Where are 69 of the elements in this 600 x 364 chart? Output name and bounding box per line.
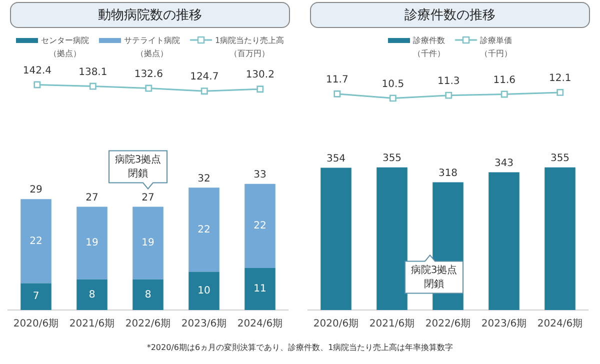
bar — [244, 268, 276, 310]
x-tick-label: 2023/6期 — [181, 318, 227, 330]
data-label: 22 — [30, 236, 42, 247]
data-label: 11.6 — [493, 74, 516, 86]
data-label: 355 — [550, 152, 570, 164]
chart-title: 診療件数の推移 — [310, 2, 590, 28]
bar — [76, 279, 108, 310]
text: 病院3拠点閉鎖 — [114, 153, 162, 180]
bar — [132, 279, 164, 310]
bar — [188, 272, 220, 310]
point — [89, 82, 96, 90]
data-label: 19 — [86, 238, 98, 249]
point — [145, 84, 152, 92]
x-tick-label: 2021/6期 — [369, 318, 415, 330]
data-label: 138.1 — [78, 66, 108, 78]
x-tick-label: 2023/6期 — [481, 318, 527, 330]
legend-label: 診療単価（千円） — [480, 35, 512, 60]
bar — [132, 206, 164, 280]
point — [34, 81, 41, 88]
x-tick-label: 2020/6期 — [13, 318, 59, 330]
x-tick-label: 2021/6期 — [69, 318, 115, 330]
data-label: 22 — [198, 224, 210, 236]
data-label: 11.3 — [438, 76, 460, 87]
point — [200, 88, 208, 95]
bar — [488, 172, 520, 310]
data-label: 343 — [494, 158, 514, 169]
data-label: 10.5 — [382, 78, 404, 90]
data-label: 132.6 — [134, 68, 163, 80]
legend-label: 診療件数（千件） — [413, 35, 445, 60]
data-label: 22 — [254, 220, 266, 232]
data-label: 318 — [438, 168, 458, 179]
legend-label: センター病院（拠点） — [40, 35, 89, 60]
bar — [20, 283, 52, 310]
data-label: 11.7 — [326, 74, 348, 86]
data-label: 8 — [88, 289, 96, 300]
x-tick-label: 2024/6期 — [537, 318, 583, 330]
data-label: 354 — [326, 153, 346, 164]
legend-label: 1病院当たり売上高（百万円） — [214, 35, 284, 60]
x-tick-label: 2024/6期 — [237, 318, 283, 330]
bar — [20, 199, 52, 284]
x-tick-label: 2020/6期 — [313, 318, 359, 330]
data-label: 19 — [142, 238, 154, 249]
data-label: 130.2 — [246, 70, 274, 81]
total-label: 29 — [30, 184, 42, 196]
data-label: 355 — [382, 152, 402, 164]
x-tick-label: 2022/6期 — [425, 318, 471, 330]
data-label: 11 — [254, 284, 266, 295]
annotation: 病院3拠点閉鎖 — [410, 264, 458, 290]
legend-label: サテライト病院（拠点） — [124, 35, 180, 60]
data-label: 12.1 — [548, 73, 572, 84]
bar — [544, 167, 576, 310]
data-label: 124.7 — [190, 72, 219, 83]
bar — [76, 206, 108, 280]
text: *2020/6期は6ヵ月の変則決算であり、診療件数、1病院当たり売上高は年率換算数字 — [146, 342, 454, 353]
bar — [376, 167, 408, 310]
total-label: 32 — [198, 173, 210, 184]
data-label: 7 — [32, 291, 40, 302]
bar — [188, 188, 220, 272]
point — [256, 86, 264, 93]
total-label: 27 — [86, 192, 98, 204]
total-label: 27 — [142, 192, 154, 204]
total-label: 33 — [254, 169, 266, 180]
data-label: 142.4 — [22, 65, 52, 76]
data-label: 10 — [198, 285, 210, 296]
chart-title: 動物病院数の推移 — [10, 2, 290, 28]
x-tick-label: 2022/6期 — [125, 318, 171, 330]
bar — [244, 184, 276, 268]
data-label: 8 — [144, 289, 152, 300]
bar — [320, 168, 352, 310]
